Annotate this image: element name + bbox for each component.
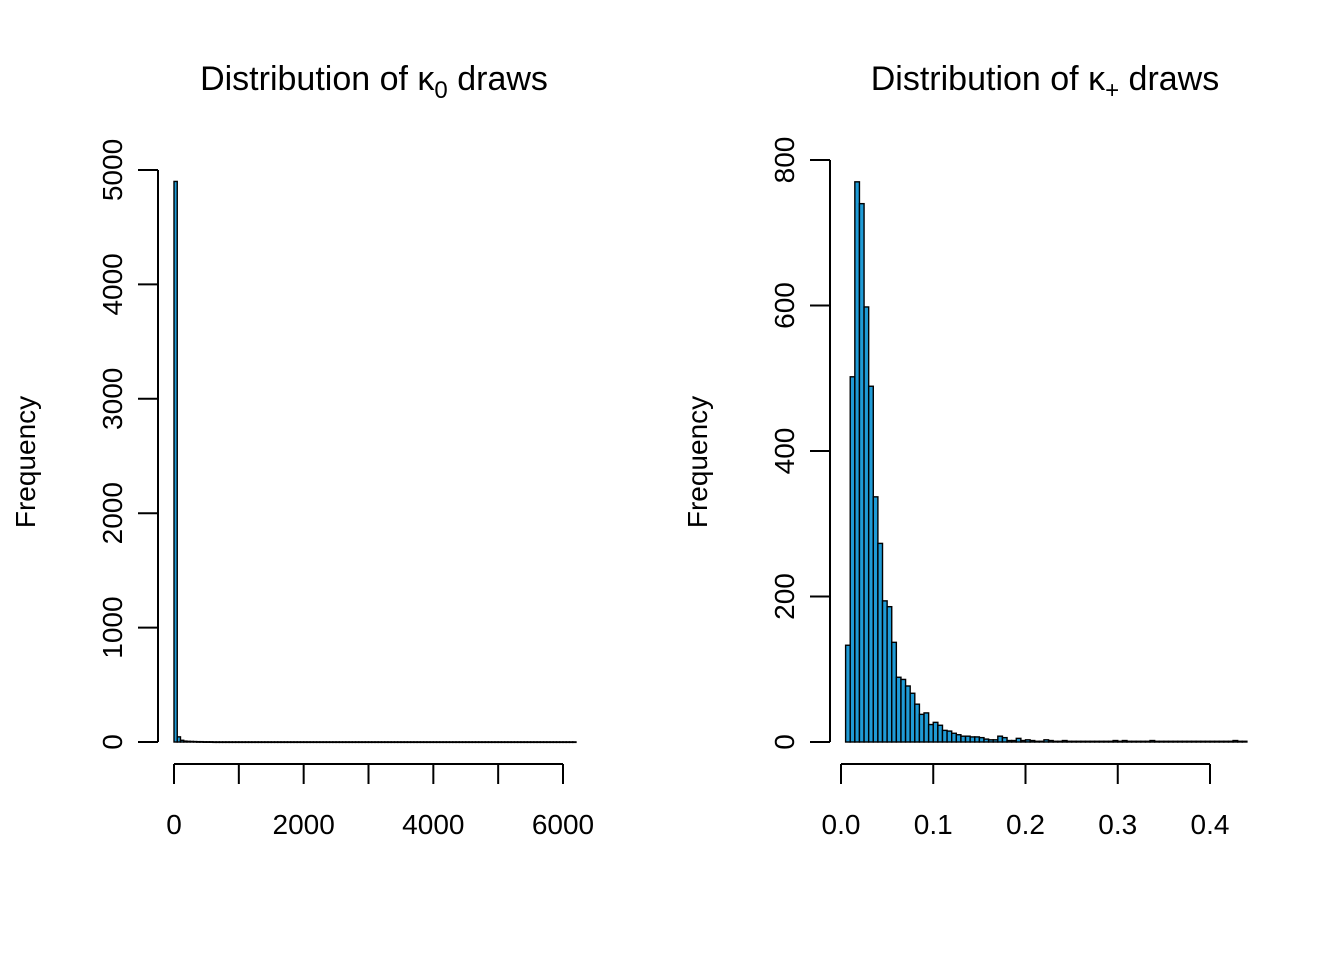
x-tick-label: 0	[166, 809, 182, 840]
y-tick-label: 0	[769, 734, 800, 750]
y-tick-label: 3000	[97, 368, 128, 430]
x-tick-label: 0.1	[914, 809, 953, 840]
y-tick-label: 1000	[97, 596, 128, 658]
bars	[173, 180, 577, 744]
x-tick-label: 6000	[532, 809, 594, 840]
y-tick-label: 2000	[97, 482, 128, 544]
bars	[844, 181, 1248, 743]
y-axis: 0 200 400 600 800	[769, 137, 831, 750]
x-tick-label: 0.0	[822, 809, 861, 840]
y-tick-label: 800	[769, 137, 800, 184]
y-tick-label: 0	[97, 734, 128, 750]
y-tick-label: 200	[769, 573, 800, 620]
y-tick-label: 400	[769, 428, 800, 475]
y-tick-label: 600	[769, 282, 800, 329]
histogram-bar	[173, 180, 178, 743]
x-tick-label: 0.4	[1191, 809, 1230, 840]
chart-title: Distribution of κ+ draws	[871, 60, 1219, 104]
x-tick-label: 0.2	[1006, 809, 1045, 840]
y-axis-label: Frequency	[682, 396, 713, 528]
y-axis: 0 1000 2000 3000 4000 5000	[97, 139, 159, 750]
histogram-bar	[1241, 740, 1248, 743]
y-axis-label: Frequency	[10, 396, 41, 528]
chart-title: Distribution of κ0 draws	[200, 60, 548, 104]
histogram-bar	[176, 736, 182, 743]
y-tick-label: 4000	[97, 253, 128, 315]
histogram-bar	[1001, 736, 1008, 743]
x-axis: 0 2000 4000 6000	[166, 763, 594, 840]
x-axis: 0.0 0.1 0.2 0.3 0.4	[822, 763, 1230, 840]
x-tick-label: 2000	[273, 809, 335, 840]
histogram-kappa-0: Distribution of κ0 draws Frequency 0 1000…	[10, 60, 594, 840]
x-tick-label: 4000	[402, 809, 464, 840]
x-tick-label: 0.3	[1098, 809, 1137, 840]
y-tick-label: 5000	[97, 139, 128, 201]
histogram-bar	[572, 741, 577, 744]
histogram-kappa-plus: Distribution of κ+ draws Frequency 0 200 4…	[682, 60, 1248, 840]
